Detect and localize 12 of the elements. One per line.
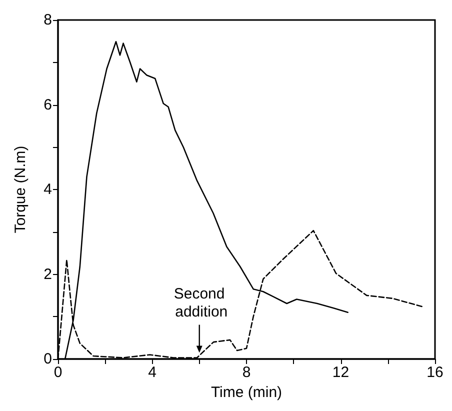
- y-tick-label: 8: [44, 12, 52, 28]
- x-tick-label: 12: [332, 364, 350, 381]
- x-tick-label: 4: [148, 364, 156, 381]
- y-tick-label: 6: [44, 96, 52, 114]
- annotation: Second addition: [174, 285, 229, 320]
- y-tick-label: 4: [44, 181, 52, 198]
- y-tick-label: 0: [44, 350, 52, 368]
- x-tick-label: 16: [426, 364, 444, 381]
- y-tick-label: 2: [44, 266, 52, 283]
- x-axis-title: Time (min): [210, 384, 282, 401]
- y-axis-title: Torque (N.m): [12, 146, 29, 234]
- x-tick-label: 8: [242, 364, 251, 381]
